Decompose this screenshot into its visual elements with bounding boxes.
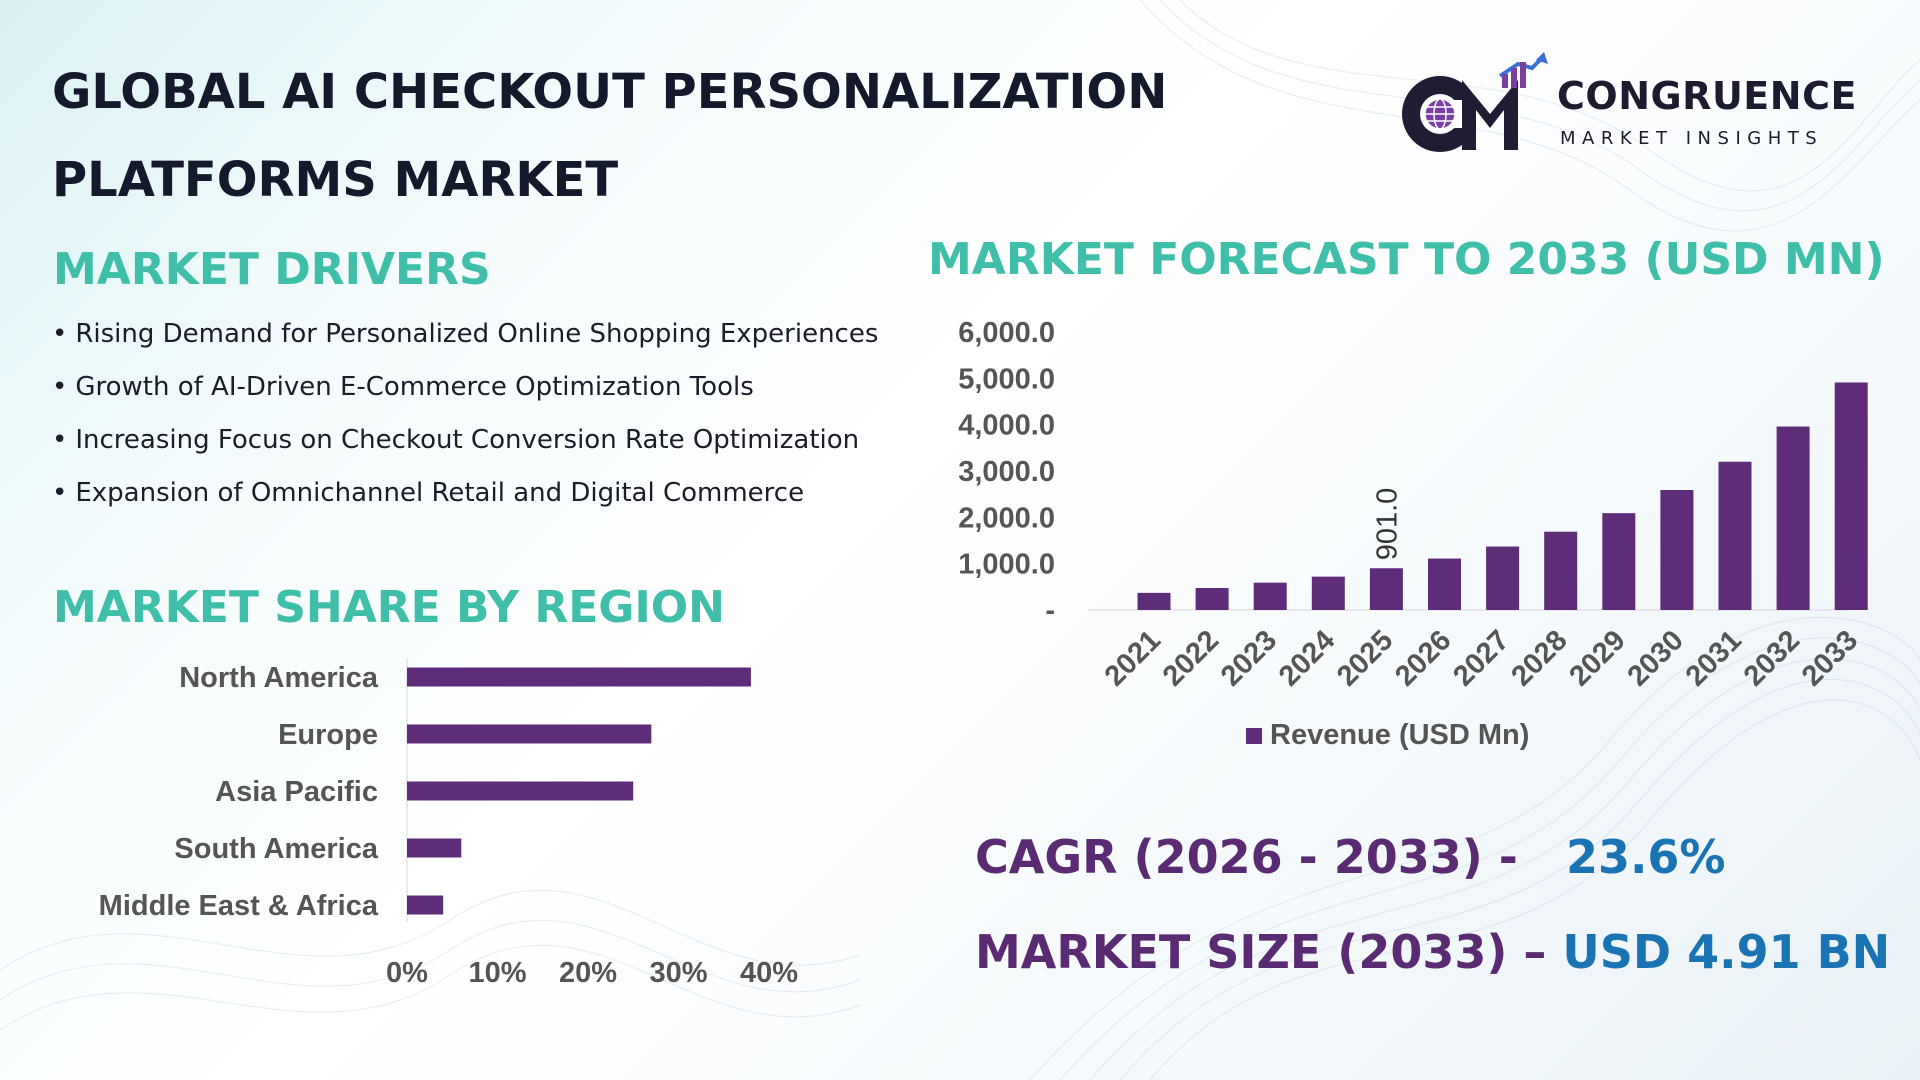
forecast-bar [1311, 576, 1345, 610]
region-bar [407, 895, 444, 915]
region-bar [407, 838, 462, 858]
forecast-bar [1660, 489, 1694, 610]
forecast-x-tick-label: 2031 [1680, 624, 1748, 692]
forecast-bar [1776, 426, 1810, 610]
market-size-value: USD 4.91 BN [1562, 925, 1891, 979]
market-drivers-heading: MARKET DRIVERS [53, 244, 491, 295]
forecast-data-label: 901.0 [1371, 488, 1403, 561]
logo-name: CONGRUENCE [1557, 74, 1857, 118]
forecast-x-tick-label: 2021 [1099, 624, 1167, 692]
market-size-kpi: MARKET SIZE (2033) – USD 4.91 BN [975, 925, 1890, 979]
title-line-1: GLOBAL AI CHECKOUT PERSONALIZATION [52, 64, 1168, 120]
forecast-bar [1428, 558, 1461, 610]
forecast-bar [1369, 568, 1403, 610]
forecast-heading: MARKET FORECAST TO 2033 (USD MN) [928, 234, 1885, 285]
forecast-x-tick-label: 2028 [1505, 624, 1573, 692]
legend-label: Revenue (USD Mn) [1270, 719, 1529, 751]
forecast-y-tick-label: 3,000.0 [958, 456, 1055, 488]
forecast-bar [1544, 531, 1578, 610]
forecast-x-tick-label: 2027 [1447, 624, 1515, 692]
region-tick-label: 10% [468, 957, 526, 989]
bullet-icon: • [52, 372, 68, 402]
bullet-icon: • [52, 478, 68, 508]
region-share-chart: North America Europe Asia Pacific South Ame… [99, 658, 798, 989]
forecast-bar [1834, 382, 1868, 610]
region-tick-label: 0% [386, 957, 428, 989]
forecast-x-tick-label: 2030 [1622, 624, 1690, 692]
company-logo: CONGRUENCE MARKET INSIGHTS [1400, 52, 1880, 162]
forecast-x-tick-label: 2033 [1796, 624, 1864, 692]
region-tick-label: 30% [649, 957, 707, 989]
cagr-label: CAGR (2026 - 2033) - [975, 830, 1518, 884]
forecast-bar [1137, 592, 1171, 610]
driver-item: • Growth of AI-Driven E-Commerce Optimiza… [52, 361, 927, 414]
driver-text: Growth of AI-Driven E-Commerce Optimizat… [75, 372, 754, 402]
region-category-label: Europe [278, 719, 378, 751]
market-share-heading: MARKET SHARE BY REGION [53, 582, 725, 633]
title-line-2: PLATFORMS MARKET [52, 152, 619, 208]
cagr-value: 23.6% [1565, 830, 1726, 884]
driver-text: Increasing Focus on Checkout Conversion … [75, 425, 860, 455]
region-tick-label: 40% [740, 957, 798, 989]
region-category-label: Middle East & Africa [99, 890, 379, 922]
region-tick-label: 20% [559, 957, 617, 989]
logo-subtitle: MARKET INSIGHTS [1560, 128, 1824, 149]
forecast-x-tick-label: 2025 [1331, 624, 1399, 692]
bullet-icon: • [52, 319, 68, 349]
forecast-bar [1195, 587, 1229, 610]
forecast-y-tick-label: 2,000.0 [958, 502, 1055, 534]
driver-text: Rising Demand for Personalized Online Sh… [75, 319, 879, 349]
cagr-kpi: CAGR (2026 - 2033) - 23.6% [975, 830, 1726, 884]
region-category-label: South America [174, 833, 378, 865]
forecast-y-tick-label: 4,000.0 [958, 410, 1055, 442]
driver-text: Expansion of Omnichannel Retail and Digi… [75, 478, 805, 508]
forecast-y-tick-label: 6,000.0 [958, 317, 1055, 349]
region-category-label: Asia Pacific [215, 776, 378, 808]
forecast-x-tick-label: 2032 [1738, 624, 1806, 692]
cm-monogram-icon [1402, 52, 1548, 152]
market-size-label: MARKET SIZE (2033) – [975, 925, 1547, 979]
legend-swatch [1246, 728, 1262, 744]
forecast-bar [1718, 461, 1752, 610]
driver-item: • Increasing Focus on Checkout Conversion… [52, 414, 927, 467]
drivers-list: • Rising Demand for Personalized Online S… [52, 308, 927, 520]
driver-item: • Expansion of Omnichannel Retail and Dig… [52, 467, 927, 520]
forecast-x-tick-label: 2026 [1389, 624, 1457, 692]
forecast-bar [1486, 546, 1520, 610]
forecast-y-tick-label: 5,000.0 [958, 363, 1055, 395]
forecast-x-tick-label: 2029 [1564, 624, 1632, 692]
forecast-bar [1253, 582, 1287, 610]
forecast-bar [1602, 513, 1636, 610]
forecast-x-tick-label: 2023 [1215, 624, 1283, 692]
region-bar [407, 781, 634, 801]
region-category-label: North America [179, 662, 379, 694]
bullet-icon: • [52, 425, 68, 455]
region-bar [407, 724, 652, 744]
driver-item: • Rising Demand for Personalized Online S… [52, 308, 927, 361]
forecast-x-tick-label: 2024 [1273, 624, 1341, 692]
forecast-y-tick-label: - [1045, 595, 1055, 627]
revenue-forecast-chart: - 1,000.0 2,000.0 3,000.0 4,000.0 5,000.0 6,00… [958, 317, 1868, 751]
page-title: GLOBAL AI CHECKOUT PERSONALIZATION PLATF… [52, 48, 1252, 224]
forecast-x-tick-label: 2022 [1157, 624, 1225, 692]
forecast-y-tick-label: 1,000.0 [958, 549, 1055, 581]
region-bar [407, 667, 751, 687]
